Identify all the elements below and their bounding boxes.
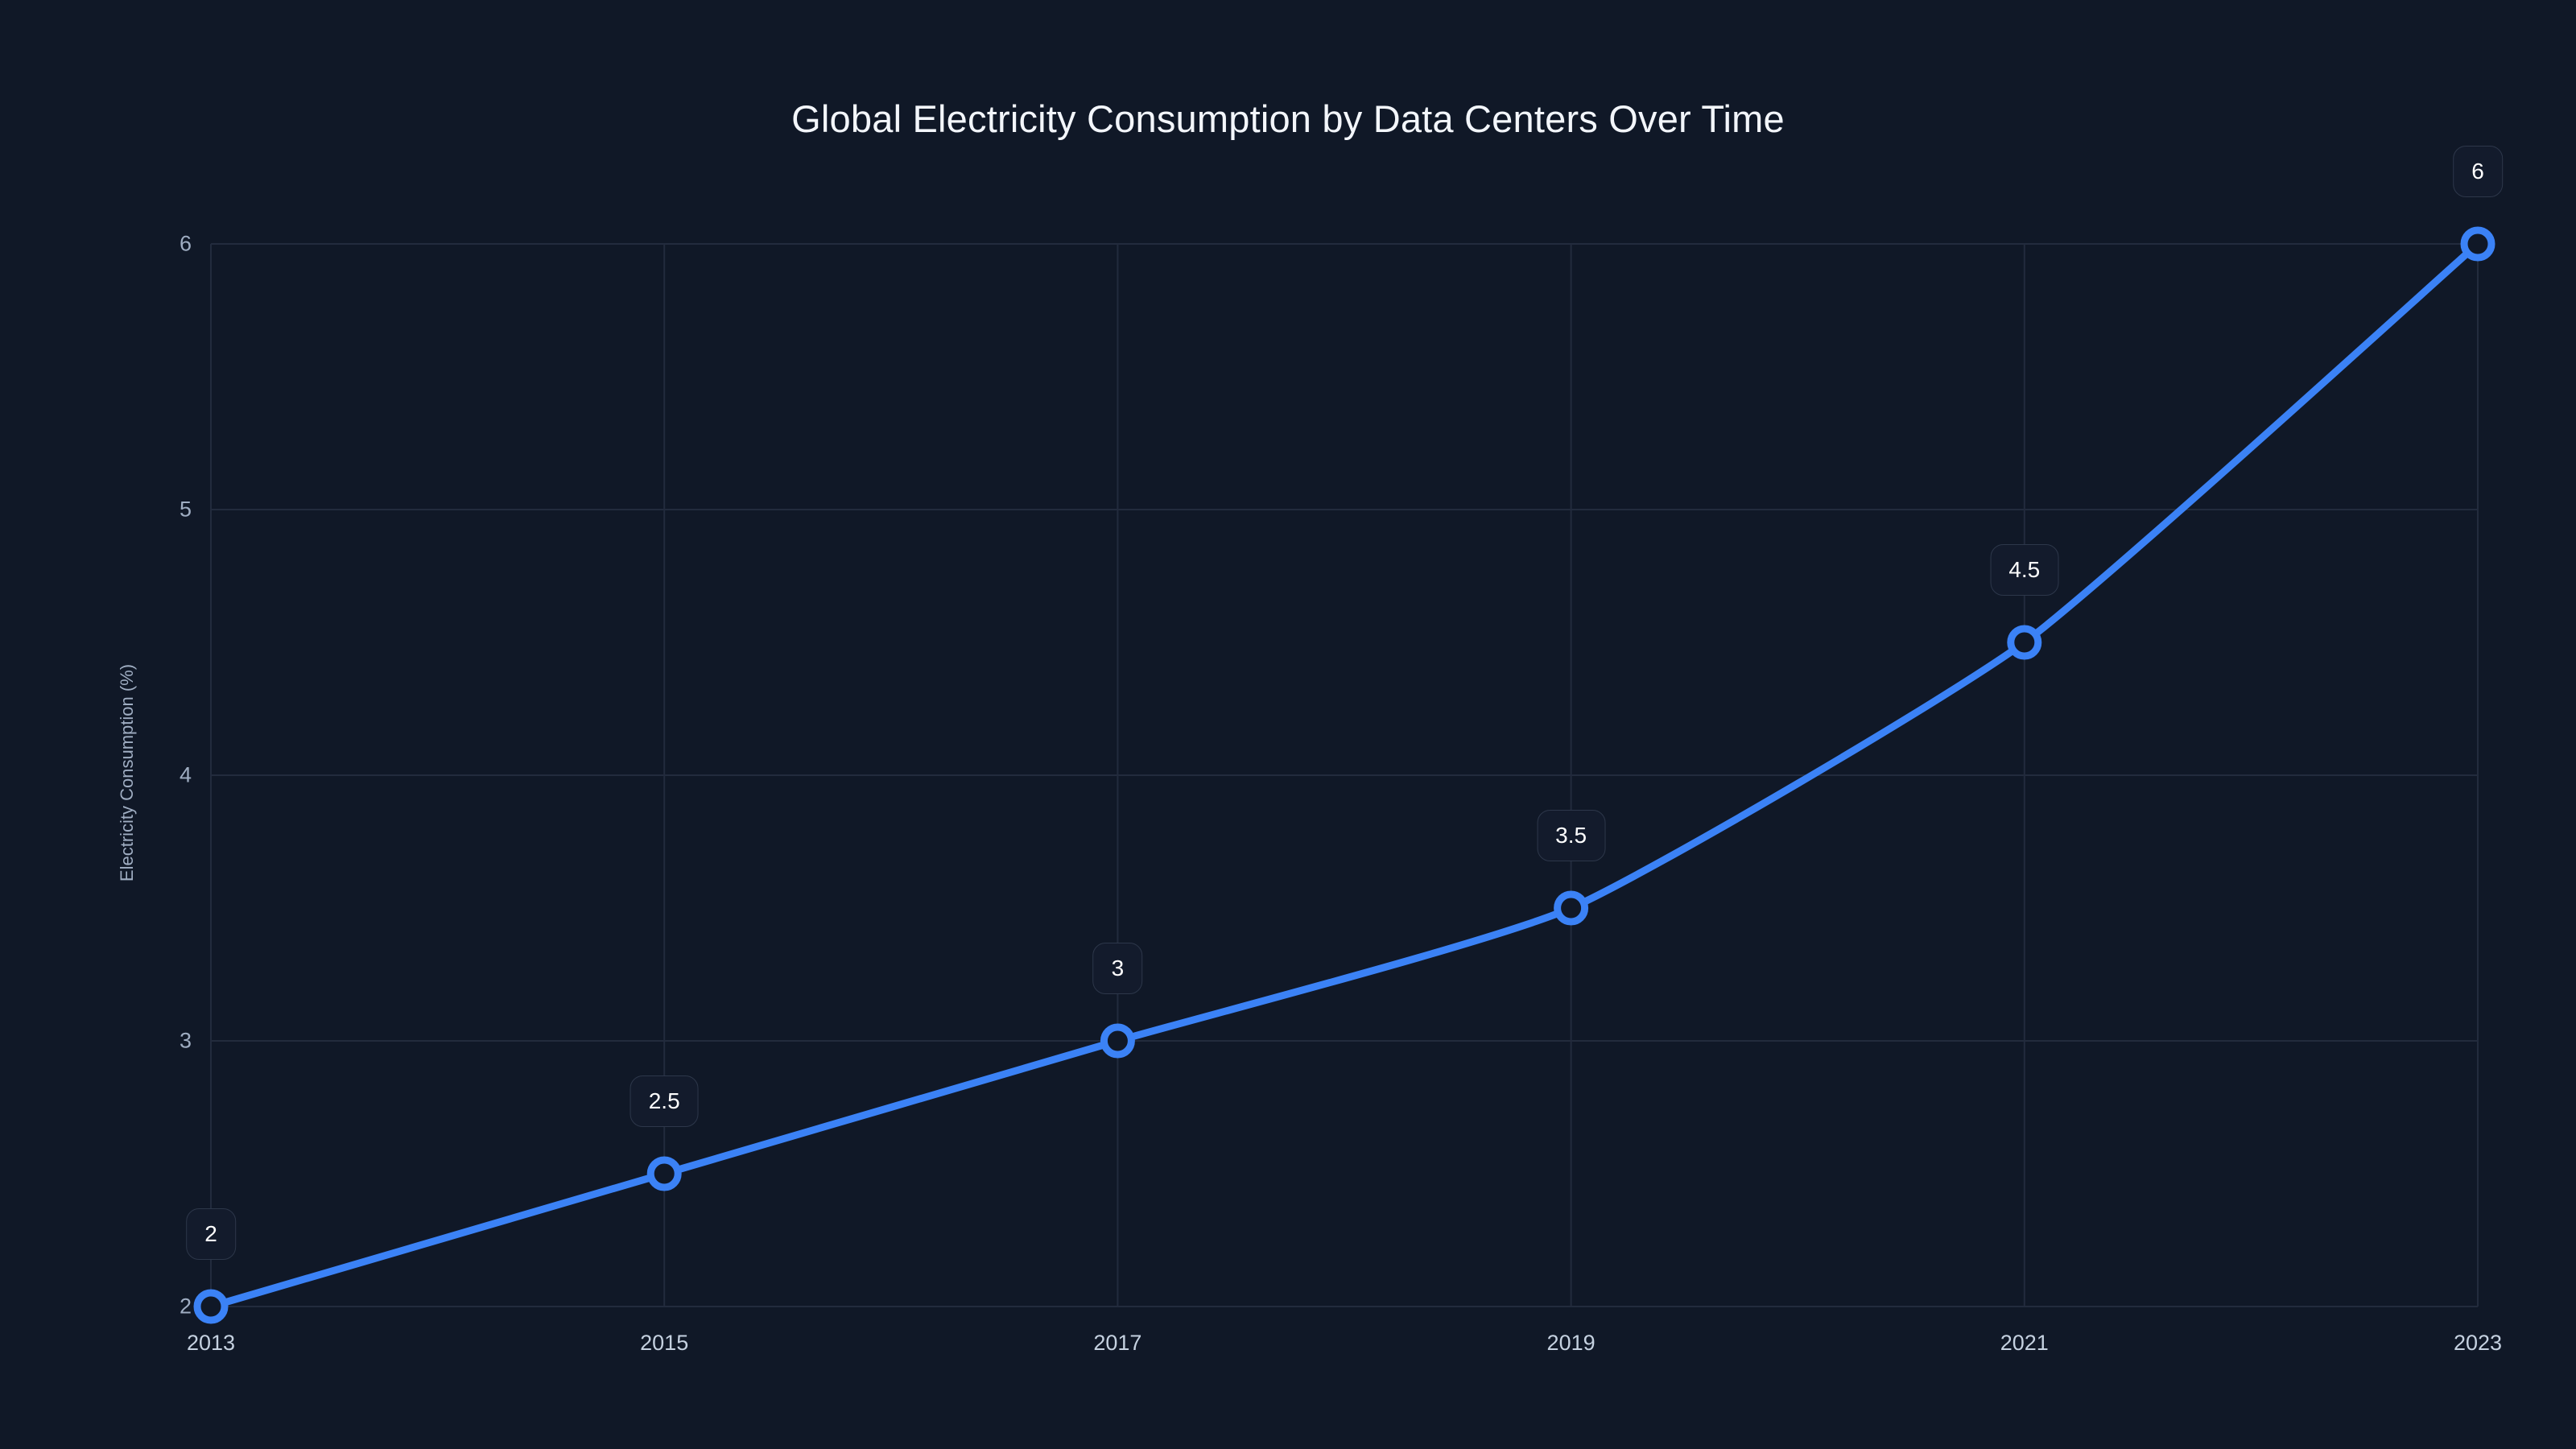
data-point-label-badge: 3.5 [1537, 810, 1606, 861]
data-point-marker[interactable] [646, 1156, 682, 1191]
y-axis-tick-label: 2 [179, 1294, 192, 1319]
vertical-gridlines [210, 244, 2479, 1307]
line-series-path [207, 240, 2482, 1311]
data-point-marker[interactable] [2007, 625, 2042, 660]
y-axis-tick-label: 3 [179, 1028, 192, 1053]
y-axis-tick-label: 4 [179, 762, 192, 787]
x-axis-tick-label: 2021 [2000, 1331, 2049, 1355]
data-point-markers [193, 226, 2496, 1324]
x-axis-tick-label: 2015 [640, 1331, 689, 1355]
x-axis-tick-label: 2023 [2453, 1331, 2503, 1355]
horizontal-gridlines [211, 243, 2478, 1307]
data-point-marker[interactable] [2460, 226, 2496, 262]
data-point-marker[interactable] [193, 1289, 229, 1324]
data-point-label-badge: 3 [1092, 943, 1143, 994]
x-axis-tick-label: 2013 [186, 1331, 236, 1355]
data-point-label-badge: 2 [186, 1208, 236, 1260]
data-point-marker[interactable] [1554, 890, 1589, 926]
y-axis-tick-label: 5 [179, 497, 192, 522]
y-axis-tick-label: 6 [179, 231, 192, 256]
data-point-label-badge: 6 [2453, 146, 2503, 197]
data-point-label-badge: 4.5 [1990, 544, 2059, 596]
x-axis-tick-label: 2017 [1093, 1331, 1142, 1355]
data-point-marker[interactable] [1100, 1023, 1135, 1059]
chart-title: Global Electricity Consumption by Data C… [791, 97, 1785, 140]
data-point-label-badge: 2.5 [630, 1075, 699, 1127]
x-axis-tick-label: 2019 [1546, 1331, 1596, 1355]
